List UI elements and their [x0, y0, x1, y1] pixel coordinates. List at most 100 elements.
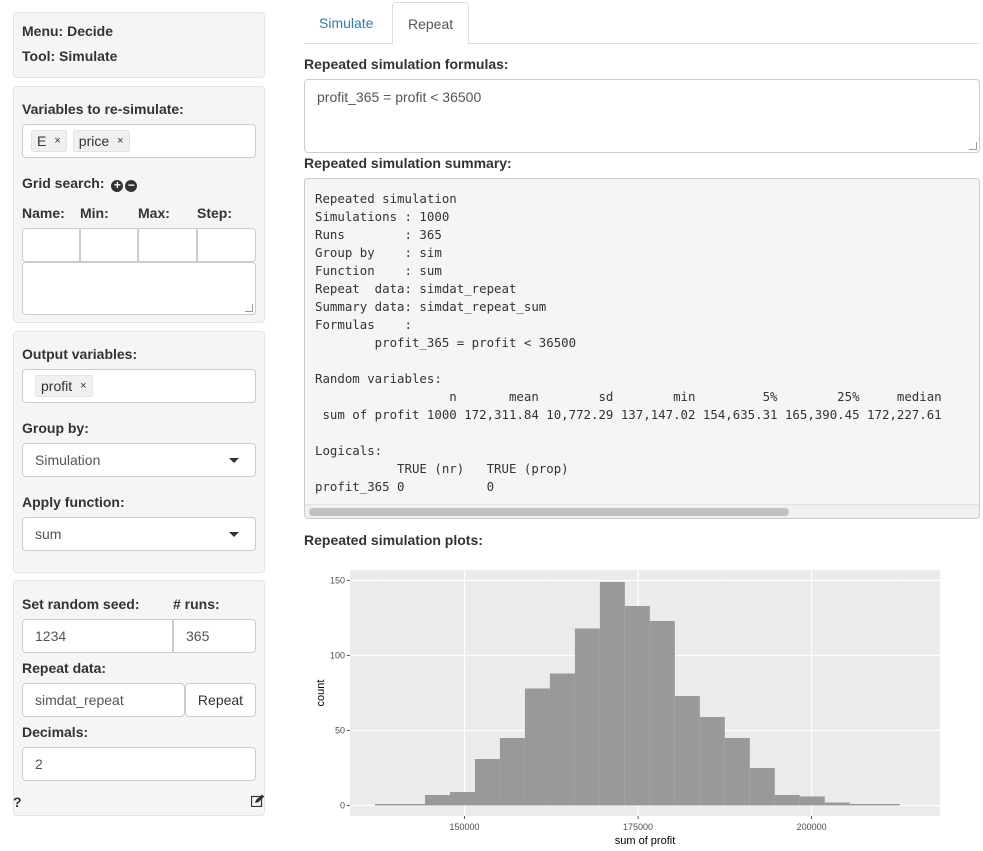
plus-circle-icon[interactable]: + [111, 179, 124, 192]
minus-circle-icon[interactable]: − [125, 179, 138, 192]
resim-label: Variables to re-simulate: [22, 101, 184, 117]
decimals-value: 2 [35, 756, 43, 772]
groupby-value: Simulation [35, 452, 101, 468]
apply-select[interactable]: sum [22, 517, 256, 551]
x-tick-label: 150000 [450, 822, 480, 832]
chevron-down-icon [229, 458, 239, 463]
summary-line: profit_365 = profit < 36500 [315, 335, 577, 350]
grid-name-label: Name: [22, 205, 65, 221]
histogram-bar [574, 628, 600, 806]
histogram-bar [674, 696, 700, 806]
seed-value: 1234 [35, 628, 67, 644]
output-vars-input[interactable]: profit × [22, 369, 256, 403]
remove-chip-icon[interactable]: × [117, 135, 124, 147]
grid-step-input[interactable] [197, 228, 256, 262]
groupby-label: Group by: [22, 420, 89, 436]
selected-chip: E × [31, 130, 67, 152]
histogram-plot: 150000 175000 200000 0 50 100 150 sum of profit… [315, 570, 940, 847]
summary-line: TRUE (nr) TRUE (prop) [315, 461, 569, 476]
histogram-bar [724, 738, 750, 806]
selected-chip: profit × [35, 375, 93, 397]
formulas-title: Repeated simulation formulas: [304, 56, 509, 72]
menu-label: Menu: Decide [22, 23, 114, 39]
summary-text: Repeated simulation Simulations : 1000 Run… [315, 190, 942, 496]
histogram-bar [449, 792, 475, 806]
summary-output[interactable]: Repeated simulation Simulations : 1000 Run… [304, 178, 980, 519]
tab-bar: Simulate Repeat [304, 2, 980, 45]
repeat-data-value: simdat_repeat [35, 692, 124, 708]
seed-input[interactable]: 1234 [22, 619, 173, 653]
chip-label: E [37, 133, 47, 149]
chip-label: price [78, 133, 110, 149]
groupby-select[interactable]: Simulation [22, 443, 256, 477]
summary-line: Simulations : 1000 [315, 209, 450, 224]
remove-chip-icon[interactable]: × [80, 380, 87, 392]
repeat-button[interactable]: Repeat [185, 683, 256, 717]
edit-icon[interactable] [251, 794, 265, 807]
grid-max-input[interactable] [138, 228, 197, 262]
summary-line: sum of profit 1000 172,311.84 10,772.29 … [315, 407, 942, 422]
horizontal-scrollbar[interactable] [305, 504, 979, 518]
resize-grip-icon[interactable] [969, 142, 977, 150]
summary-line: Formulas : [315, 317, 412, 332]
summary-line: Function : sum [315, 263, 442, 278]
grid-name-input[interactable] [22, 228, 80, 262]
chip-label: profit [41, 378, 73, 394]
grid-textarea[interactable] [22, 262, 256, 315]
summary-title: Repeated simulation summary: [304, 155, 512, 171]
histogram-bar [424, 795, 450, 806]
sidebar: Menu: Decide Tool: Simulate Variables to… [4, 0, 274, 818]
histogram-bar [474, 759, 500, 806]
tool-label: Tool: Simulate [22, 48, 118, 64]
histogram-bar [799, 796, 825, 806]
resize-grip-icon[interactable] [245, 304, 253, 312]
histogram-bar [399, 804, 425, 806]
summary-line: Group by : sim [315, 245, 442, 260]
summary-line: Repeated simulation [315, 191, 457, 206]
histogram-bar [599, 582, 625, 806]
grid-search-text: Grid search: [22, 175, 105, 191]
summary-line: Summary data: simdat_repeat_sum [315, 299, 547, 314]
y-tick-label: 0 [340, 801, 345, 811]
grid-max-label: Max: [138, 205, 170, 221]
tab-simulate[interactable]: Simulate [319, 15, 374, 31]
seed-label: Set random seed: [22, 596, 140, 612]
output-panel: Output variables: profit × Group by: Simu… [13, 331, 265, 573]
histogram-bar [649, 621, 675, 806]
y-axis-label: count [315, 680, 327, 707]
summary-line: n mean sd min 5% 25% median [315, 389, 942, 404]
help-link[interactable]: ? [13, 794, 22, 810]
tab-repeat[interactable]: Repeat [392, 2, 470, 45]
chevron-down-icon [229, 532, 239, 537]
histogram-bar [774, 795, 800, 806]
summary-line: Runs : 365 [315, 227, 442, 242]
y-tick-label: 150 [330, 576, 345, 586]
remove-chip-icon[interactable]: × [54, 135, 61, 147]
x-tick-label: 200000 [797, 822, 827, 832]
decimals-label: Decimals: [22, 724, 89, 740]
grid-step-label: Step: [197, 205, 232, 221]
runs-input[interactable]: 365 [173, 619, 256, 653]
histogram-bar [824, 802, 850, 806]
grid-min-input[interactable] [80, 228, 138, 262]
output-label: Output variables: [22, 346, 138, 362]
runs-label: # runs: [173, 596, 220, 612]
histogram-bar [624, 606, 650, 806]
x-tick-label: 175000 [623, 822, 653, 832]
summary-line [315, 352, 942, 370]
grid-search-label: Grid search: + − [22, 175, 138, 192]
histogram-bar [874, 804, 900, 806]
resim-vars-input[interactable]: E × price × [22, 124, 256, 158]
histogram-bar [549, 673, 575, 806]
grid-min-label: Min: [80, 205, 109, 221]
formulas-textarea[interactable]: profit_365 = profit < 36500 [304, 79, 980, 153]
scrollbar-thumb[interactable] [309, 508, 789, 516]
decimals-input[interactable]: 2 [22, 747, 256, 781]
histogram-bar [524, 688, 550, 806]
histogram-bar [749, 768, 775, 806]
runs-value: 365 [186, 628, 210, 644]
histogram-bar [699, 717, 725, 806]
repeat-data-input[interactable]: simdat_repeat [22, 683, 185, 717]
selected-chip: price × [72, 130, 130, 152]
settings-panel: Set random seed: # runs: 1234 365 Repeat… [13, 580, 265, 816]
